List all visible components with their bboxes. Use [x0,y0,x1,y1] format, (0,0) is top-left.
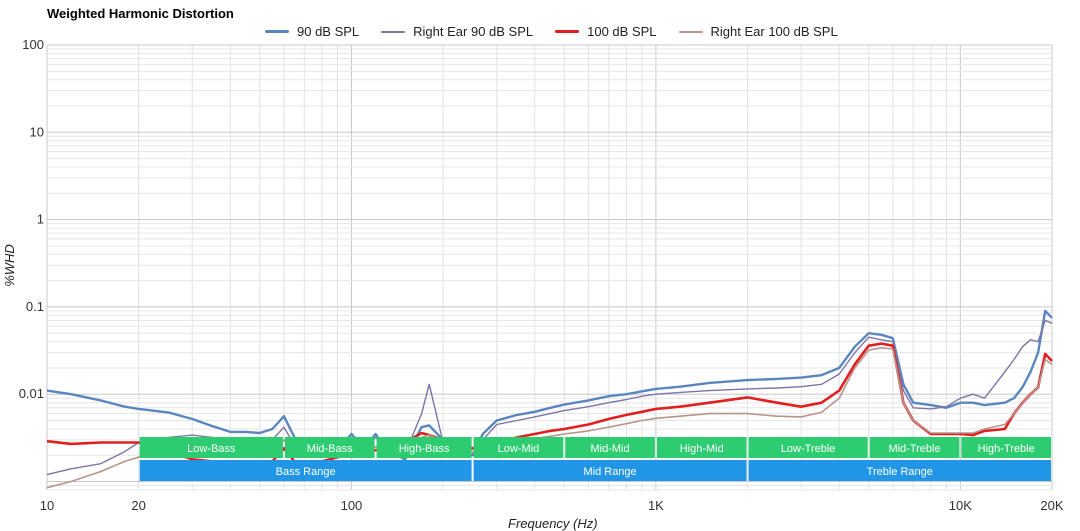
x-tick-label: 100 [341,498,363,513]
legend-item[interactable]: 100 dB SPL [555,24,657,39]
x-tick-label: 20 [131,498,145,513]
range-mid-range [473,460,747,481]
legend-swatch [678,30,703,33]
range-label: Treble Range [867,466,933,478]
range-label: Bass Range [276,466,336,478]
band-label: Mid-Bass [307,443,353,455]
chart-title: Weighted Harmonic Distortion [47,6,234,21]
chart-legend: 90 dB SPL Right Ear 90 dB SPL 100 dB SPL Ri… [265,24,860,39]
range-treble-range [748,460,1051,481]
band-label: Mid-Mid [591,443,630,455]
y-tick-label: 0.01 [19,386,44,401]
band-mid-bass [284,437,375,458]
legend-label: Right Ear 100 dB SPL [710,24,838,39]
legend-item[interactable]: Right Ear 100 dB SPL [678,24,838,39]
x-tick-label: 10 [40,498,54,513]
legend-item[interactable]: 90 dB SPL [265,24,359,39]
y-tick-label: 0.1 [26,299,44,314]
band-high-treble [961,437,1051,458]
range-bass-range [139,460,472,481]
legend-item[interactable]: Right Ear 90 dB SPL [381,24,533,39]
band-label: Low-Bass [187,443,236,455]
x-tick-label: 20K [1040,498,1063,513]
y-tick-label: 10 [30,124,44,139]
band-label: Mid-Treble [888,443,940,455]
band-label: Low-Treble [781,443,836,455]
band-low-treble [748,437,868,458]
band-low-bass [139,437,283,458]
band-label: High-Mid [680,443,724,455]
legend-swatch [381,30,406,33]
band-high-mid [656,437,747,458]
legend-swatch [265,30,289,33]
band-high-bass [376,437,472,458]
legend-label: 100 dB SPL [587,24,657,39]
legend-label: 90 dB SPL [297,24,360,39]
x-tick-label: 10K [949,498,972,513]
band-low-mid [473,437,564,458]
y-tick-label: 100 [22,37,44,52]
x-tick-label: 1K [648,498,664,513]
band-label: Low-Mid [498,443,540,455]
y-tick-label: 1 [37,212,44,227]
band-label: High-Bass [399,443,450,455]
band-mid-mid [565,437,655,458]
legend-label: Right Ear 90 dB SPL [413,24,534,39]
band-label: High-Treble [978,443,1035,455]
range-label: Mid Range [583,466,636,478]
legend-swatch [555,30,580,33]
band-mid-treble [869,437,960,458]
